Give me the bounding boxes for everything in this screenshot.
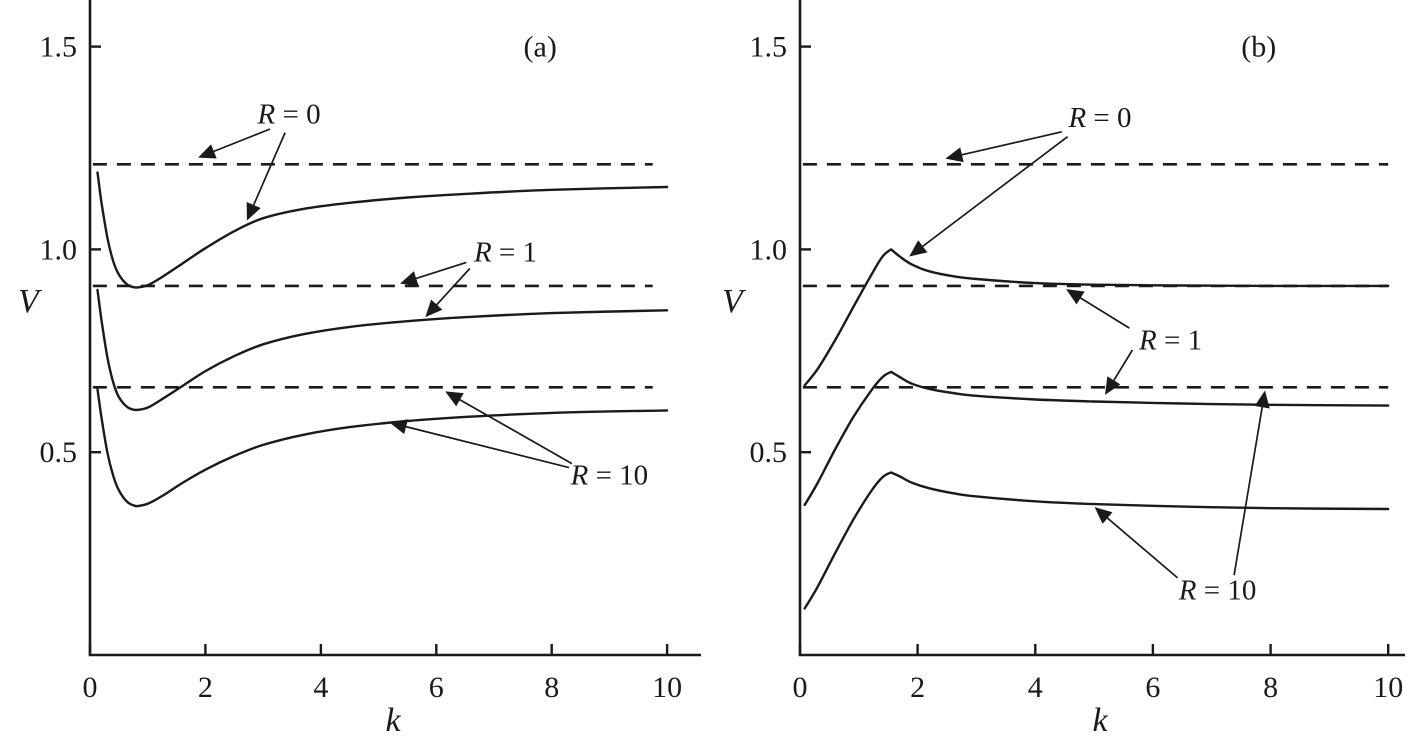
y-axis-label: V [722, 283, 747, 320]
y-tick-label: 1.0 [750, 233, 788, 266]
annotation-arrow [389, 419, 570, 469]
annotation-arrow [425, 267, 471, 318]
axes [88, 0, 701, 657]
annotation-arrow [945, 130, 1062, 163]
x-tick-label: 10 [652, 671, 682, 704]
annotation-arrow [246, 132, 286, 221]
curve-R = 10 [96, 388, 669, 508]
annotation-arrow [1066, 289, 1130, 329]
x-tick-label: 4 [313, 671, 328, 704]
annotation-arrow [198, 128, 271, 159]
annotation-arrow [1094, 507, 1179, 579]
annotation-label: R = 10 [1178, 574, 1257, 606]
annotation-arrow [909, 136, 1069, 257]
annotation-arrow [1233, 390, 1270, 576]
panel-a: 0 2 4 6 8 10 0.5 1.0 1.5 k V (a) R = 0 R = 1 R = 10 [18, 0, 701, 739]
x-tick-label: 2 [198, 671, 213, 704]
x-axis-label: k [1092, 702, 1108, 739]
x-tick-label: 4 [1028, 671, 1043, 704]
y-tick-label: 1.5 [40, 31, 78, 64]
annotation-label: R = 1 [473, 237, 537, 269]
annotation-label: R = 0 [1067, 102, 1131, 134]
annotation-label: R = 10 [570, 460, 649, 492]
y-axis-label: V [18, 283, 43, 320]
curve-R = 1 [96, 288, 669, 412]
x-tick-label: 8 [544, 671, 559, 704]
y-tick-label: 0.5 [40, 436, 78, 469]
x-tick-label: 6 [429, 671, 444, 704]
x-tick-label: 0 [83, 671, 98, 704]
x-tick-label: 8 [1263, 671, 1278, 704]
annotation-arrow [445, 391, 573, 465]
y-tick-label: 1.0 [40, 233, 78, 266]
y-tick-label: 0.5 [750, 436, 788, 469]
curve-R = 0 [96, 171, 669, 289]
annotation-label: R = 0 [257, 99, 321, 131]
curve-R = 0 [803, 248, 1390, 387]
annotation-arrow [400, 261, 467, 286]
panel-label: (b) [1241, 31, 1276, 64]
annotation-label: R = 1 [1138, 325, 1202, 357]
x-tick-label: 0 [793, 671, 808, 704]
panel-b: 0 2 4 6 8 10 0.5 1.0 1.5 k V (b) R = 0 R = 1 R = 10 [722, 0, 1405, 739]
panel-label: (a) [524, 31, 557, 64]
x-tick-label: 6 [1145, 671, 1160, 704]
axes [798, 0, 1405, 657]
x-tick-label: 10 [1373, 671, 1403, 704]
x-tick-label: 2 [910, 671, 925, 704]
curve-R = 1 [803, 370, 1390, 507]
x-axis-label: k [385, 702, 401, 739]
y-tick-label: 1.5 [750, 31, 788, 64]
curve-R = 10 [803, 471, 1390, 610]
annotation-arrow [1105, 349, 1134, 395]
